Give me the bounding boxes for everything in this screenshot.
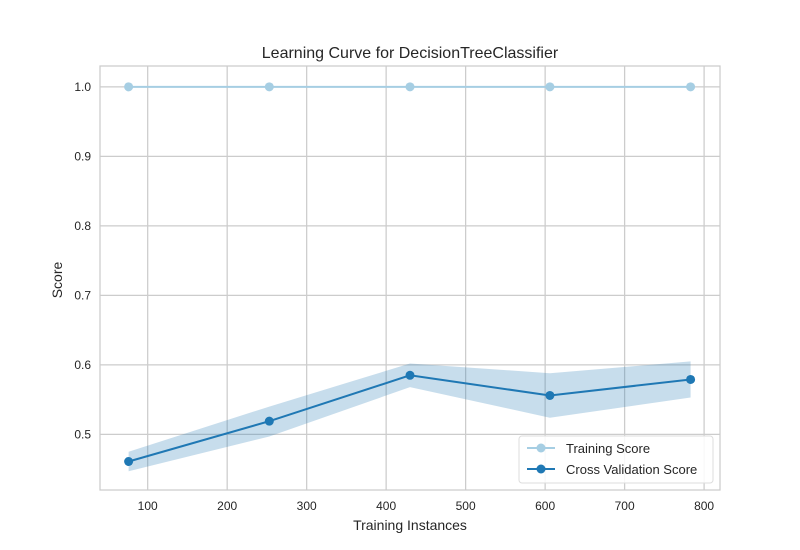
legend-training-score-marker — [536, 443, 546, 453]
y-tick-label: 0.6 — [74, 358, 91, 372]
legend-training-score-label: Training Score — [566, 441, 650, 456]
y-tick-label: 0.8 — [74, 219, 91, 233]
x-tick-label: 700 — [615, 499, 635, 513]
x-tick-label: 500 — [456, 499, 476, 513]
x-tick-label: 800 — [694, 499, 714, 513]
training-score-point — [264, 82, 274, 92]
x-tick-label: 100 — [138, 499, 158, 513]
cross-validation-score-point — [264, 416, 274, 426]
point-layer — [124, 82, 696, 467]
y-tick-label: 0.9 — [74, 149, 91, 163]
y-axis-title: Score — [49, 262, 65, 299]
chart-title: Learning Curve for DecisionTreeClassifie… — [262, 45, 559, 62]
training-score-point — [124, 82, 134, 92]
band-layer — [128, 361, 691, 472]
legend-cross-validation-score-marker — [536, 464, 546, 474]
y-tick-labels: 0.5 0.6 0.7 0.8 0.9 1.0 — [74, 80, 91, 442]
training-score-point — [686, 82, 696, 92]
y-tick-label: 1.0 — [74, 80, 91, 94]
cross-validation-score-point — [686, 374, 696, 384]
grid-layer — [100, 66, 720, 490]
y-tick-label: 0.7 — [74, 288, 91, 302]
cross-validation-score-point — [545, 390, 555, 400]
plot-frame — [99, 65, 721, 491]
cross-validation-score-band — [128, 361, 691, 472]
x-tick-label: 200 — [217, 499, 237, 513]
x-tick-labels: 100 200 300 400 500 600 700 800 — [138, 499, 715, 513]
cross-validation-score-point — [124, 457, 134, 467]
x-tick-label: 300 — [297, 499, 317, 513]
x-tick-label: 400 — [376, 499, 396, 513]
x-tick-label: 600 — [535, 499, 555, 513]
training-score-point — [545, 82, 555, 92]
x-axis-title: Training Instances — [353, 517, 467, 533]
legend: Training Score Cross Validation Score — [518, 435, 714, 484]
legend-cross-validation-score-label: Cross Validation Score — [566, 462, 697, 477]
training-score-point — [405, 82, 415, 92]
y-tick-label: 0.5 — [74, 427, 91, 441]
cross-validation-score-point — [405, 370, 415, 380]
legend-box — [518, 435, 714, 484]
